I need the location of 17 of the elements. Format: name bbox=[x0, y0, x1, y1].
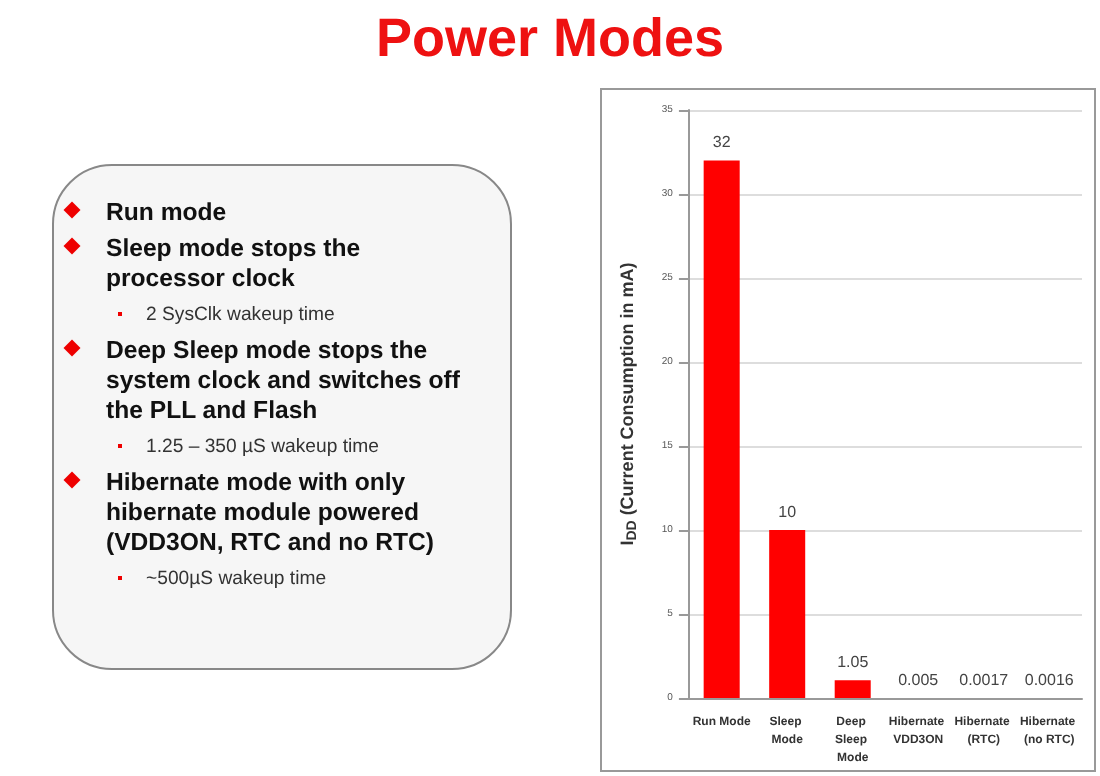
text: Run mode bbox=[106, 198, 227, 226]
data-label: 0.0016 bbox=[1024, 670, 1075, 689]
text: ~500µS wakeup time bbox=[146, 568, 327, 590]
data-label: 0.0017 bbox=[959, 670, 1010, 689]
data-label: 10 bbox=[778, 503, 798, 521]
text: Hibernate mode with only hibernate module powered (VDD3ON, RTC and no RTC) bbox=[106, 468, 434, 556]
text: 1.25 – 350 µS wakeup time bbox=[146, 436, 379, 458]
bar bbox=[834, 680, 871, 698]
bar bbox=[703, 160, 740, 698]
text: Sleep mode stops the processor clock bbox=[106, 234, 361, 292]
text: Deep Sleep mode stops the system clock and switches off the PLL and Flash bbox=[106, 336, 461, 424]
bar bbox=[769, 530, 806, 698]
data-label: 1.05 bbox=[837, 653, 870, 672]
text: 2 SysClk wakeup time bbox=[146, 304, 335, 326]
data-label: 0.005 bbox=[898, 670, 940, 689]
data-label: 32 bbox=[712, 133, 732, 152]
text: Power Modes bbox=[373, 8, 727, 70]
